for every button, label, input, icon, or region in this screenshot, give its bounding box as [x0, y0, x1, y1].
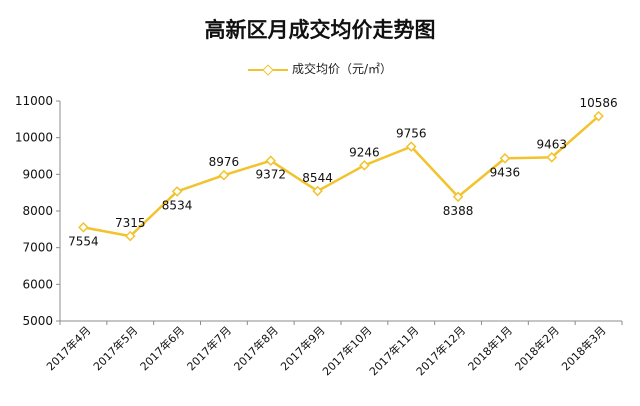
data-label: 9246 — [349, 145, 380, 159]
y-tick-label: 7000 — [22, 241, 53, 255]
data-point-marker — [218, 169, 230, 181]
legend: 成交均价（元/㎡） — [0, 60, 640, 77]
data-label: 10586 — [579, 96, 617, 110]
data-point-marker — [452, 191, 464, 203]
y-tick-label: 8000 — [22, 204, 53, 218]
data-label: 9463 — [536, 137, 567, 151]
x-tick-label: 2017年8月 — [231, 323, 281, 373]
x-tick-label: 2017年10月 — [319, 323, 374, 378]
chart-title: 高新区月成交均价走势图 — [204, 18, 436, 42]
x-tick-label: 2017年6月 — [137, 323, 187, 373]
series-line — [83, 115, 600, 238]
x-tick-label: 2017年9月 — [278, 323, 328, 373]
x-tick-label: 2017年12月 — [413, 323, 468, 378]
legend-line-marker-icon — [247, 63, 288, 76]
data-label: 7315 — [115, 216, 146, 230]
data-point-marker — [359, 160, 370, 171]
data-point-marker — [171, 186, 183, 197]
x-tick-label: 2018年1月 — [465, 323, 515, 373]
data-point-marker — [499, 153, 511, 164]
data-label: 7554 — [68, 234, 99, 248]
data-point-marker — [312, 185, 323, 197]
x-tick-label: 2017年5月 — [90, 323, 140, 373]
legend-label: 成交均价（元/㎡） — [291, 62, 393, 76]
data-label: 9436 — [490, 165, 521, 179]
data-label: 8534 — [162, 198, 193, 212]
data-point-marker — [405, 141, 417, 152]
data-label: 9756 — [396, 127, 427, 141]
x-tick-label: 2018年3月 — [559, 323, 609, 373]
data-point-marker — [78, 222, 89, 233]
data-point-marker — [124, 230, 136, 242]
y-tick-label: 11000 — [15, 94, 53, 108]
data-label: 9372 — [255, 168, 286, 182]
y-tick-label: 6000 — [22, 277, 53, 291]
x-tick-label: 2017年4月 — [43, 323, 93, 373]
data-label: 8544 — [302, 171, 333, 185]
x-tick-label: 2017年11月 — [366, 323, 421, 378]
data-label: 8388 — [443, 204, 474, 218]
data-point-marker — [546, 152, 558, 163]
y-tick-label: 10000 — [15, 131, 53, 145]
x-tick-label: 2017年7月 — [184, 323, 234, 373]
y-tick-label: 5000 — [22, 314, 53, 328]
y-tick-label: 9000 — [22, 167, 53, 181]
x-tick-label: 2018年2月 — [512, 323, 562, 373]
data-point-marker — [593, 110, 604, 122]
data-point-marker — [265, 155, 277, 166]
data-label: 8976 — [209, 155, 240, 169]
